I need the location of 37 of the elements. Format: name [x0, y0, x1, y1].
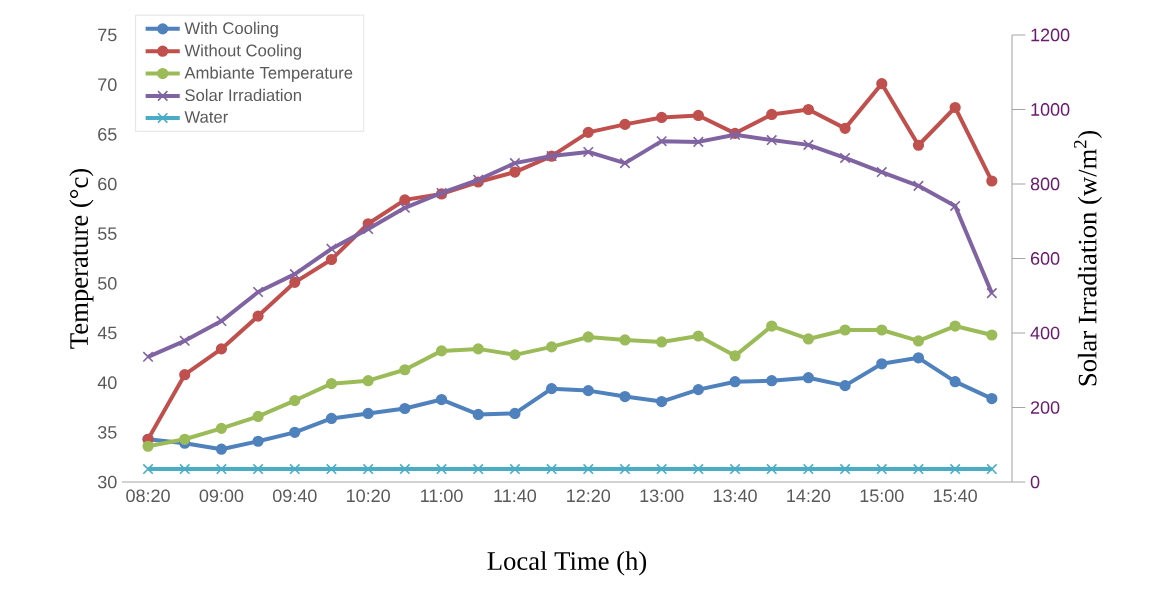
x-tick-label: 13:00 — [640, 489, 684, 503]
y-tick-label: 75 — [98, 28, 117, 42]
legend-label: Without Cooling — [184, 44, 301, 60]
y2-axis-title: Solar Irradiation (w/m$^{2}$) — [1073, 131, 1102, 386]
legend-label: Solar Irradiation — [185, 88, 301, 102]
y-tick-label: 60 — [98, 177, 117, 191]
y-tick-label: 55 — [97, 227, 117, 240]
y-axis-title: Temperature (°c) — [69, 168, 94, 349]
y2-tick-label: 400 — [1030, 326, 1060, 340]
y2-tick-label: 600 — [1030, 252, 1060, 265]
legend-label: Water — [184, 111, 228, 123]
x-tick-label: 10:20 — [347, 489, 390, 503]
x-tick-label: 15:40 — [934, 489, 977, 503]
y2-tick-label: 1200 — [1031, 28, 1070, 42]
y2-tick-label: 1000 — [1031, 103, 1070, 116]
y-tick-label: 40 — [97, 376, 117, 390]
y-tick-label: 30 — [97, 475, 117, 489]
x-tick-label: 12:20 — [567, 489, 611, 503]
x-tick-label: 11:00 — [421, 489, 463, 503]
y-tick-label: 65 — [98, 127, 117, 141]
x-tick-label: 13:40 — [713, 489, 757, 503]
y-tick-label: 50 — [97, 276, 117, 290]
y2-tick-label: 200 — [1030, 401, 1060, 414]
y-tick-label: 70 — [98, 78, 117, 92]
y2-tick-label: 800 — [1030, 177, 1060, 191]
x-tick-label: 09:40 — [272, 489, 317, 503]
x-tick-label: 11:40 — [494, 489, 537, 503]
x-tick-label: 14:20 — [787, 489, 831, 503]
x-tick-label: 09:00 — [199, 489, 244, 503]
y-tick-label: 35 — [97, 425, 117, 439]
legend-label: With Cooling — [184, 21, 278, 38]
x-axis-title: Local Time (h) — [487, 551, 647, 576]
x-tick-label: 08:20 — [126, 489, 170, 503]
legend-label: Ambiante Temperature — [184, 66, 353, 83]
y2-tick-label: 0 — [1030, 475, 1040, 489]
x-tick-label: 15:00 — [860, 489, 904, 503]
y-tick-label: 45 — [97, 326, 117, 340]
